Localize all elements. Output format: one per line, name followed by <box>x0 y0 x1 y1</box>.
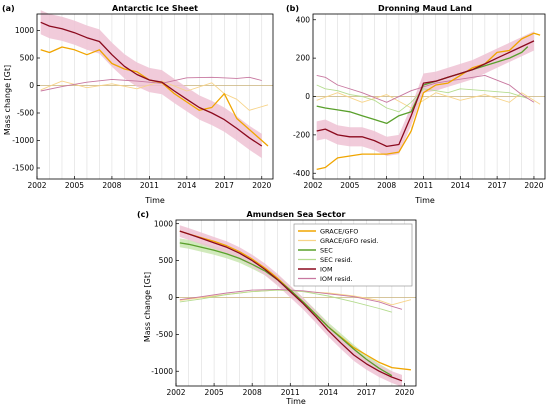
panel-label: (a) <box>2 4 15 13</box>
x-tick-label: 2014 <box>451 181 470 190</box>
panel-label: (b) <box>286 4 299 13</box>
y-axis-label: Mass change [Gt] <box>143 272 152 342</box>
grace_resid-series-line <box>316 92 541 109</box>
panel-a: (a) Antarctic Ice Sheet Mass change [Gt]… <box>2 4 274 205</box>
x-tick-label: 2011 <box>281 388 300 397</box>
x-tick-label: 2005 <box>340 181 359 190</box>
y-tick-label: -1000 <box>12 136 34 145</box>
chart-title: Dronning Maud Land <box>378 4 472 13</box>
iom-series-line <box>316 40 535 148</box>
iom-uncertainty-band <box>179 225 402 387</box>
x-tick-label: 2014 <box>319 388 338 397</box>
y-tick-label: -500 <box>17 109 34 118</box>
x-tick-label: 2011 <box>414 181 433 190</box>
x-tick-label: 2014 <box>177 181 196 190</box>
y-tick-label: -1000 <box>151 367 173 376</box>
panel-label: (c) <box>137 210 149 219</box>
iom-series-line <box>179 230 403 382</box>
iom-uncertainty-band <box>316 31 534 156</box>
x-tick-label: 2011 <box>140 181 159 190</box>
y-tick-label: -1500 <box>12 164 34 173</box>
x-tick-label: 2002 <box>303 181 322 190</box>
panel-b: (b) Dronning Maud Land Time 2002 2005 2008… <box>286 4 546 205</box>
x-tick-label: 2008 <box>377 181 396 190</box>
y-tick-label: 0 <box>29 81 34 90</box>
y-tick-label: 0 <box>168 293 173 302</box>
x-tick-label: 2017 <box>215 181 234 190</box>
x-tick-label: 2017 <box>488 181 507 190</box>
legend-entry: GRACE/GFO <box>320 227 358 235</box>
y-tick-label: 400 <box>296 15 311 24</box>
x-tick-label: 2005 <box>205 388 224 397</box>
legend-entry: GRACE/GFO resid. <box>320 237 378 245</box>
plot-area: 2002 2005 2008 2011 2014 2017 2020 -400 -200 0 200… <box>293 13 546 190</box>
x-tick-label: 2020 <box>252 181 271 190</box>
legend-entry: SEC resid. <box>320 256 353 264</box>
sec_resid-series-line <box>316 84 528 113</box>
legend-entry: IOM resid. <box>320 275 353 283</box>
x-tick-label: 2008 <box>102 181 121 190</box>
y-tick-label: 0 <box>305 92 310 101</box>
iom-series-line <box>40 21 263 147</box>
grace-series-line <box>316 32 541 171</box>
y-tick-label: 500 <box>20 54 35 63</box>
y-tick-label: 200 <box>296 54 311 63</box>
axes-frame <box>175 219 417 387</box>
axes-frame <box>36 13 274 180</box>
legend-entry: IOM <box>320 265 333 273</box>
x-tick-label: 2017 <box>357 388 376 397</box>
chart-title: Amundsen Sea Sector <box>247 210 346 219</box>
y-tick-label: -200 <box>293 130 310 139</box>
legend-box <box>293 223 413 287</box>
x-axis-label: Time <box>144 196 165 205</box>
y-tick-label: -400 <box>293 169 310 178</box>
iom_resid-series-line <box>316 74 535 103</box>
x-axis-label: Time <box>414 196 435 205</box>
x-tick-label: 2002 <box>166 388 185 397</box>
plot-area: 2002 2005 2008 2011 2014 2017 2020 -1500 -1000 -5… <box>12 10 274 190</box>
y-tick-label: 1000 <box>154 219 173 228</box>
chart-title: Antarctic Ice Sheet <box>112 4 198 13</box>
sec_resid-series-line <box>179 289 393 313</box>
y-tick-label: 1000 <box>15 26 34 35</box>
x-axis-label: Time <box>285 397 306 406</box>
legend-entry: SEC <box>320 246 333 254</box>
plot-area: 2002 2005 2008 2011 2014 2017 2020 -1000 -500 0 50… <box>151 219 417 397</box>
x-tick-label: 2005 <box>65 181 84 190</box>
iom_resid-series-line <box>179 288 403 310</box>
x-tick-label: 2020 <box>524 181 543 190</box>
x-tick-label: 2020 <box>395 388 414 397</box>
grace_resid-series-line <box>40 80 269 111</box>
panel-c: (c) Amundsen Sea Sector Mass change [Gt]… <box>137 210 417 406</box>
x-tick-label: 2008 <box>243 388 262 397</box>
x-tick-label: 2002 <box>27 181 46 190</box>
y-tick-label: 500 <box>159 256 174 265</box>
sec-series-line <box>316 46 529 125</box>
y-tick-label: -500 <box>156 330 173 339</box>
y-axis-label: Mass change [Gt] <box>3 65 12 135</box>
